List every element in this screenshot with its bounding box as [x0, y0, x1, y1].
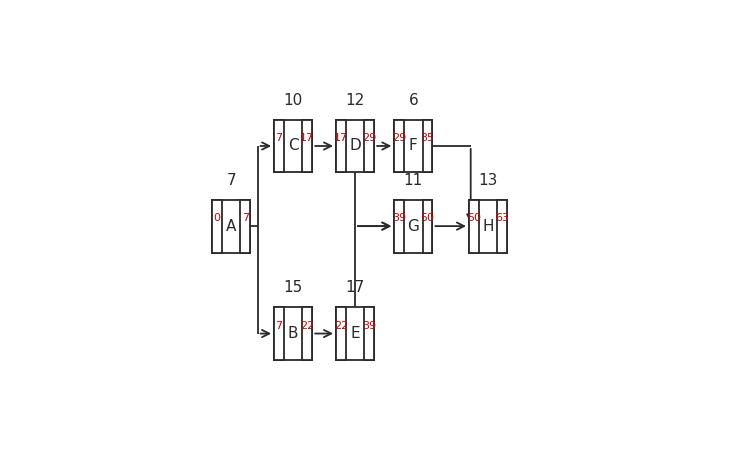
Text: B: B	[288, 326, 299, 341]
Text: 50: 50	[467, 213, 481, 223]
Bar	[274, 307, 284, 360]
Bar	[394, 120, 404, 172]
Bar	[497, 200, 507, 253]
Bar	[240, 200, 251, 253]
Text: 7: 7	[276, 321, 282, 331]
Text: 39: 39	[392, 213, 406, 223]
Text: 0: 0	[214, 213, 220, 223]
Bar	[394, 200, 432, 253]
Bar	[336, 120, 374, 172]
Text: 50: 50	[420, 213, 435, 223]
Bar	[423, 200, 432, 253]
Bar	[336, 307, 374, 360]
Text: F: F	[409, 139, 418, 154]
Text: 39: 39	[362, 321, 376, 331]
Text: 17: 17	[334, 133, 348, 143]
Bar	[364, 120, 374, 172]
Text: H: H	[483, 219, 494, 234]
Text: 11: 11	[403, 173, 423, 188]
Text: G: G	[407, 219, 419, 234]
Bar	[274, 120, 313, 172]
Text: 6: 6	[409, 93, 418, 108]
Text: 7: 7	[226, 173, 236, 188]
Bar	[394, 120, 432, 172]
Text: 10: 10	[284, 93, 303, 108]
Text: A: A	[226, 219, 236, 234]
Text: 15: 15	[284, 280, 303, 296]
Text: D: D	[350, 139, 361, 154]
Text: 29: 29	[362, 133, 376, 143]
Bar	[212, 200, 251, 253]
Text: 7: 7	[242, 213, 249, 223]
Text: 17: 17	[345, 280, 364, 296]
Text: 35: 35	[420, 133, 435, 143]
Text: 22: 22	[334, 321, 348, 331]
Bar	[423, 120, 432, 172]
Bar	[212, 200, 222, 253]
Bar	[394, 200, 404, 253]
Bar	[336, 307, 346, 360]
Bar	[469, 200, 507, 253]
Text: E: E	[350, 326, 360, 341]
Text: 29: 29	[392, 133, 406, 143]
Bar	[274, 307, 313, 360]
Text: 12: 12	[345, 93, 364, 108]
Text: 63: 63	[495, 213, 509, 223]
Text: C: C	[287, 139, 299, 154]
Text: 13: 13	[478, 173, 497, 188]
Bar	[469, 200, 479, 253]
Bar	[302, 307, 313, 360]
Bar	[364, 307, 374, 360]
Text: 22: 22	[300, 321, 314, 331]
Text: 7: 7	[276, 133, 282, 143]
Text: 17: 17	[300, 133, 314, 143]
Bar	[302, 120, 313, 172]
Bar	[274, 120, 284, 172]
Bar	[336, 120, 346, 172]
